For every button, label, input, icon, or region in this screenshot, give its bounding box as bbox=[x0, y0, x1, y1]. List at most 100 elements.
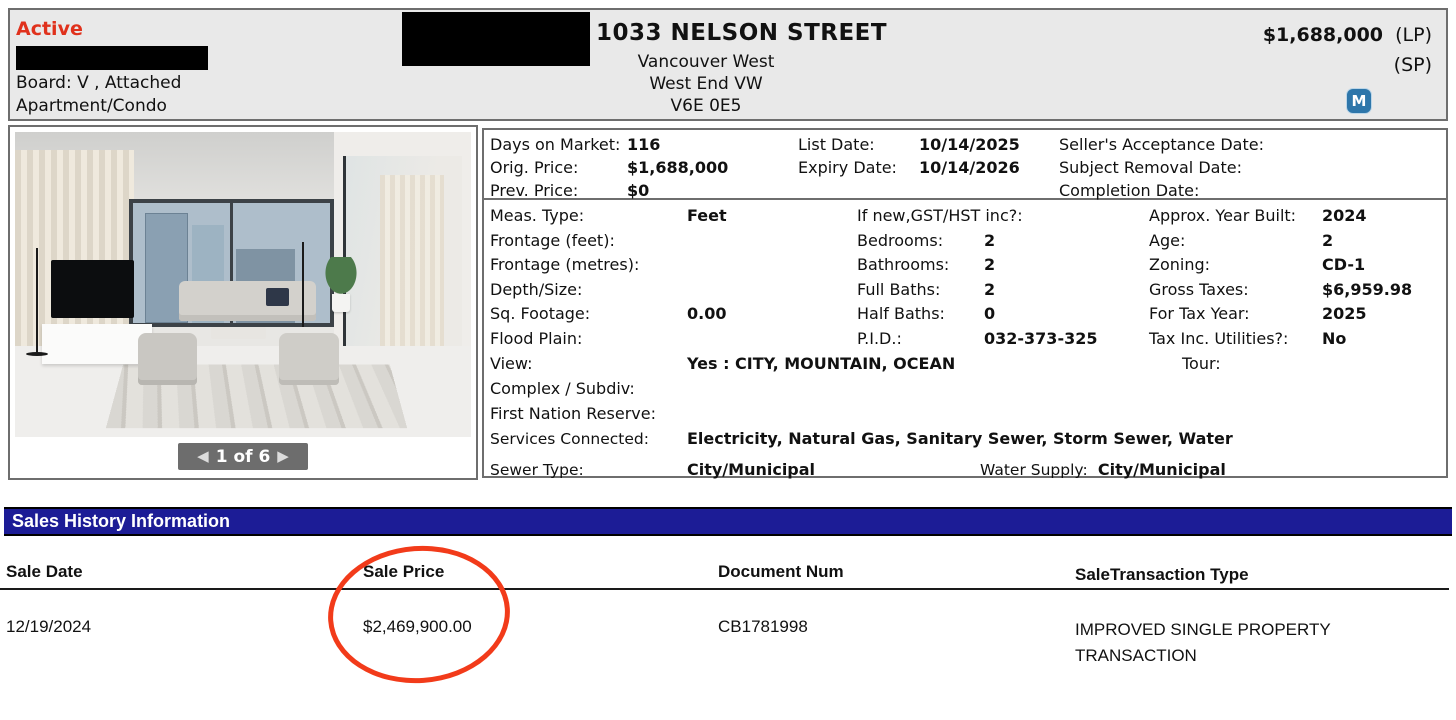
field-label: Completion Date: bbox=[1059, 181, 1200, 200]
lp-label: (LP) bbox=[1395, 24, 1432, 46]
field-value bbox=[687, 229, 727, 254]
field-label: Half Baths: bbox=[857, 304, 945, 323]
photo-chair bbox=[138, 333, 198, 386]
photo-tv bbox=[51, 260, 134, 319]
water-supply-value: City/Municipal bbox=[1097, 460, 1226, 479]
water-row: Water Supply: City/Municipal bbox=[980, 458, 1226, 483]
sewer-value: City/Municipal bbox=[687, 460, 816, 479]
col-header-sale-price: Sale Price bbox=[363, 562, 445, 581]
field-label: Expiry Date: bbox=[798, 158, 897, 177]
field-label: Flood Plain: bbox=[490, 328, 583, 348]
sales-cell: 12/19/2024 bbox=[6, 617, 92, 636]
photo-panel: ◀ 1 of 6 ▶ bbox=[8, 125, 478, 480]
sales-cell: IMPROVED SINGLE PROPERTY TRANSACTION bbox=[1075, 620, 1331, 665]
details-panel: Meas. Type: Feet Frontage (feet): Frontage … bbox=[482, 200, 1448, 479]
sales-history-table-body: 12/19/2024 $2,469,900.00 CB1781998 IMPROVED… bbox=[0, 617, 1456, 677]
field-value: 0.00 bbox=[687, 304, 727, 323]
photo-plant bbox=[322, 257, 360, 297]
address-sublines: Vancouver West West End VW V6E 0E5 bbox=[402, 51, 1010, 117]
services-label: Services Connected: bbox=[490, 430, 649, 448]
view-label: View: bbox=[490, 354, 533, 373]
field-value: $0 bbox=[627, 181, 650, 200]
field-label: Zoning: bbox=[1149, 255, 1211, 274]
services-row: Services Connected: Electricity, Natural … bbox=[490, 427, 1233, 452]
view-value: Yes : CITY, MOUNTAIN, OCEAN bbox=[687, 354, 956, 373]
photo-plant-pot bbox=[331, 293, 351, 312]
field-value: 2 bbox=[1322, 230, 1334, 250]
field-label: Full Baths: bbox=[857, 279, 941, 299]
sp-label: (SP) bbox=[1393, 54, 1432, 76]
first-nation-label: First Nation Reserve: bbox=[490, 404, 656, 423]
header-divider bbox=[0, 588, 1449, 590]
neighbourhood: West End VW bbox=[649, 74, 763, 94]
tour-label: Tour: bbox=[1182, 354, 1221, 373]
field-label: For Tax Year: bbox=[1149, 304, 1250, 323]
field-value bbox=[687, 278, 727, 303]
field-label: Frontage (metres): bbox=[490, 255, 640, 274]
field-label: Prev. Price: bbox=[490, 181, 579, 200]
col-header-transaction-type: SaleTransaction Type bbox=[1075, 565, 1249, 584]
sewer-row: Sewer Type: City/Municipal bbox=[490, 458, 815, 483]
field-label: Days on Market: bbox=[490, 135, 621, 154]
listing-header: Active Board: V , Attached Apartment/Con… bbox=[8, 8, 1448, 121]
col-header-document-num: Document Num bbox=[718, 562, 844, 581]
services-value: Electricity, Natural Gas, Sanitary Sewer… bbox=[687, 429, 1233, 448]
field-label: Approx. Year Built: bbox=[1149, 206, 1297, 225]
next-photo-icon[interactable]: ▶ bbox=[277, 447, 289, 465]
details-col-measurements: Meas. Type: Feet Frontage (feet): Frontage … bbox=[490, 204, 727, 351]
board-line: Board: V , Attached bbox=[16, 73, 182, 93]
field-value: 10/14/2026 bbox=[919, 158, 1020, 177]
sales-history-header-row: Sale Date Sale Price Document Num SaleTr… bbox=[0, 562, 1456, 588]
dates-col-market: Days on Market: 116 Orig. Price: $1,688,000… bbox=[490, 133, 728, 202]
sales-cell: $2,469,900.00 bbox=[363, 617, 472, 636]
sales-cell: CB1781998 bbox=[718, 617, 808, 636]
field-value: 2025 bbox=[1322, 304, 1367, 323]
photo-media-console bbox=[42, 324, 152, 364]
field-value: 2 bbox=[984, 230, 996, 250]
col-header-sale-date: Sale Date bbox=[6, 562, 83, 581]
dates-col-listing: List Date: 10/14/2025 Expiry Date: 10/14/20… bbox=[798, 133, 1020, 179]
city: Vancouver West bbox=[637, 52, 775, 72]
m-badge-icon[interactable]: M bbox=[1346, 88, 1372, 114]
listing-status: Active bbox=[16, 18, 83, 40]
street-address: 1033 NELSON STREET bbox=[596, 20, 888, 46]
field-value bbox=[687, 327, 727, 352]
field-label: Depth/Size: bbox=[490, 279, 583, 299]
details-col-taxes: Approx. Year Built: 2024 Age: 2 Zoning: CD-1 G… bbox=[1149, 204, 1412, 351]
field-label: Sq. Footage: bbox=[490, 304, 591, 323]
field-label: Bathrooms: bbox=[857, 255, 950, 274]
sales-history-row: 12/19/2024 $2,469,900.00 CB1781998 IMPROVED… bbox=[0, 617, 1456, 677]
field-label: Tax Inc. Utilities?: bbox=[1149, 328, 1289, 348]
field-value: Feet bbox=[687, 206, 727, 225]
sales-history-title-bar: Sales History Information bbox=[4, 507, 1452, 536]
prev-photo-icon[interactable]: ◀ bbox=[197, 447, 209, 465]
field-value bbox=[687, 253, 727, 278]
dates-panel: Days on Market: 116 Orig. Price: $1,688,000… bbox=[482, 128, 1448, 200]
photo-window-frame bbox=[229, 203, 233, 324]
photo-coffee-table bbox=[211, 327, 266, 340]
photo-floor-lamp bbox=[25, 247, 48, 356]
listing-photo[interactable] bbox=[15, 132, 471, 437]
view-row: View: Yes : CITY, MOUNTAIN, OCEAN bbox=[490, 352, 955, 377]
sewer-label: Sewer Type: bbox=[490, 461, 584, 479]
field-label: Age: bbox=[1149, 230, 1186, 250]
photo-sofa bbox=[179, 281, 316, 322]
details-col-rooms: If new,GST/HST inc?: Bedrooms: 2 Bathrooms:… bbox=[857, 204, 1097, 351]
complex-subdiv-label: Complex / Subdiv: bbox=[490, 379, 635, 398]
redacted-mls-number bbox=[16, 46, 208, 70]
field-value bbox=[984, 204, 1097, 229]
field-value: 116 bbox=[627, 135, 661, 154]
field-label: Gross Taxes: bbox=[1149, 279, 1249, 299]
list-price: $1,688,000 bbox=[1262, 24, 1384, 46]
photo-floor-lamp bbox=[302, 241, 305, 328]
field-label: Meas. Type: bbox=[490, 206, 585, 225]
field-value: $6,959.98 bbox=[1322, 279, 1413, 299]
field-value: CD-1 bbox=[1322, 255, 1366, 274]
field-value: 2 bbox=[984, 255, 996, 274]
field-label: Frontage (feet): bbox=[490, 230, 615, 250]
water-supply-label: Water Supply: bbox=[980, 461, 1088, 479]
photo-pillow bbox=[265, 287, 289, 306]
field-value: 2 bbox=[984, 279, 996, 299]
field-label: Subject Removal Date: bbox=[1059, 158, 1242, 177]
